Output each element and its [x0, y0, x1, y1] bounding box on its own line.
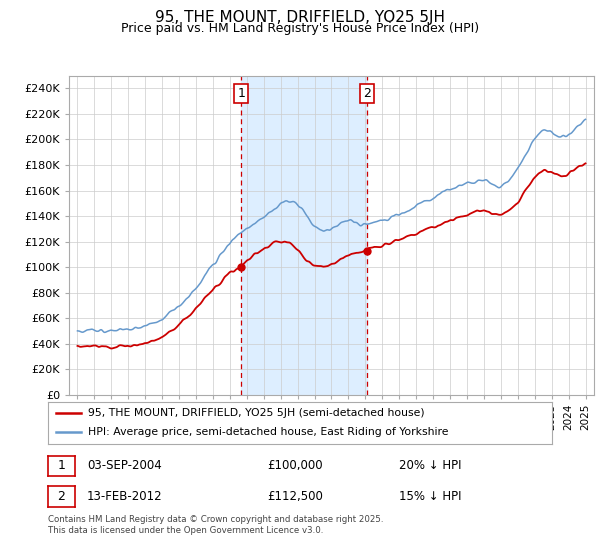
Text: 13-FEB-2012: 13-FEB-2012	[87, 490, 163, 503]
Text: 1: 1	[58, 459, 65, 472]
Text: Price paid vs. HM Land Registry's House Price Index (HPI): Price paid vs. HM Land Registry's House …	[121, 22, 479, 35]
Text: £100,000: £100,000	[267, 459, 323, 472]
Text: 15% ↓ HPI: 15% ↓ HPI	[399, 490, 461, 503]
Text: 2: 2	[58, 490, 65, 503]
Text: Contains HM Land Registry data © Crown copyright and database right 2025.
This d: Contains HM Land Registry data © Crown c…	[48, 515, 383, 535]
Text: 20% ↓ HPI: 20% ↓ HPI	[399, 459, 461, 472]
Text: 03-SEP-2004: 03-SEP-2004	[87, 459, 162, 472]
Text: 1: 1	[237, 87, 245, 100]
Bar	[241, 76, 367, 395]
Text: 95, THE MOUNT, DRIFFIELD, YO25 5JH (semi-detached house): 95, THE MOUNT, DRIFFIELD, YO25 5JH (semi…	[88, 408, 425, 418]
Text: 95, THE MOUNT, DRIFFIELD, YO25 5JH: 95, THE MOUNT, DRIFFIELD, YO25 5JH	[155, 10, 445, 25]
Text: HPI: Average price, semi-detached house, East Riding of Yorkshire: HPI: Average price, semi-detached house,…	[88, 427, 449, 437]
Text: £112,500: £112,500	[267, 490, 323, 503]
Text: 2: 2	[364, 87, 371, 100]
